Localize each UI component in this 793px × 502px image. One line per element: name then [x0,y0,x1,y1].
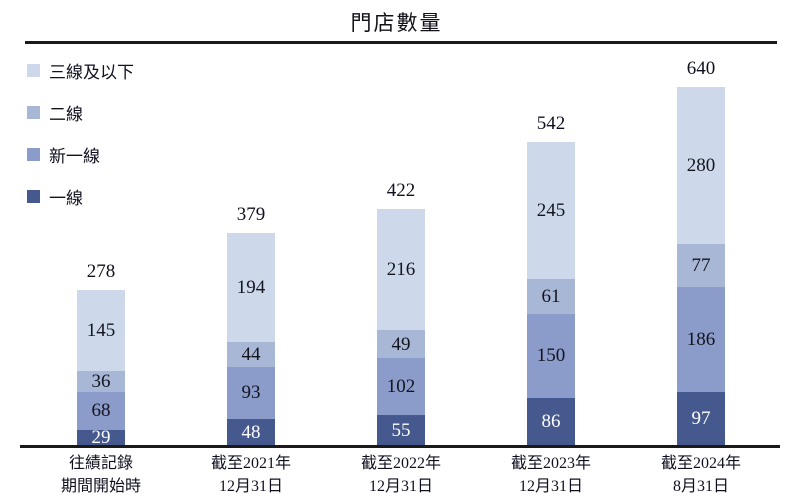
x-axis-line [20,445,780,448]
segment-value: 44 [241,344,261,366]
segment-value: 102 [386,376,416,398]
segment-一線: 48 [227,419,275,446]
segment-三線及以下: 145 [77,290,125,372]
x-axis-label: 往績記錄 期間開始時 [26,452,176,498]
segment-二線: 44 [227,342,275,367]
bar-1: 145 36 68 29 [77,290,125,449]
total-label: 278 [86,261,116,283]
top-rule [25,41,777,44]
segment-一線: 86 [527,397,575,446]
x-axis-label: 截至2022年 12月31日 [326,452,476,498]
x-axis-label-line: 12月31日 [368,478,433,495]
bar-3: 216 49 102 55 [377,209,425,446]
x-axis-label-line: 12月31日 [218,478,283,495]
x-axis-label: 截至2021年 12月31日 [176,452,326,498]
x-axis-label-line: 期間開始時 [60,478,141,495]
bar-4: 245 61 150 86 [527,141,575,446]
bar-2: 194 44 93 48 [227,233,275,446]
legend-item-一線: 一線 [27,175,134,217]
total-label: 640 [686,57,716,79]
legend-item-新一線: 新一線 [27,133,134,175]
x-axis-label: 截至2024年 8月31日 [626,452,776,498]
legend-item-三線及以下: 三線及以下 [27,49,134,91]
segment-一線: 55 [377,415,425,446]
segment-value: 145 [86,320,116,342]
legend-label: 二線 [49,104,83,124]
segment-三線及以下: 194 [227,233,275,343]
segment-新一線: 186 [677,287,725,392]
legend-label: 三線及以下 [49,62,134,82]
segment-一線: 97 [677,391,725,446]
legend-swatch [27,189,40,203]
legend-label: 新一線 [49,146,100,166]
x-axis-label-line: 截至2023年 [510,455,591,472]
segment-三線及以下: 280 [677,86,725,245]
segment-value: 55 [391,420,411,442]
x-axis-label-line: 8月31日 [672,478,729,495]
segment-value: 86 [541,411,561,433]
legend-label: 一線 [49,188,83,208]
segment-三線及以下: 245 [527,141,575,280]
segment-二線: 61 [527,279,575,314]
segment-二線: 49 [377,330,425,358]
segment-新一線: 102 [377,357,425,416]
segment-value: 93 [241,382,261,404]
total-label: 379 [236,204,266,226]
x-axis-label-line: 12月31日 [518,478,583,495]
total-label: 422 [386,180,416,202]
segment-一線: 29 [77,427,125,449]
segment-value: 216 [386,259,416,281]
segment-value: 280 [686,155,716,176]
segment-value: 77 [691,255,711,277]
segment-二線: 36 [77,370,125,392]
x-axis-label-line: 往績記錄 [68,455,133,472]
segment-新一線: 150 [527,313,575,398]
segment-value: 97 [691,408,711,430]
segment-value: 61 [541,286,561,307]
segment-value: 36 [91,370,111,392]
bar-5: 280 77 186 97 [677,86,725,446]
segment-新一線: 93 [227,366,275,420]
segment-value: 49 [391,333,411,355]
x-axis-label-line: 截至2024年 [660,455,741,472]
segment-三線及以下: 216 [377,209,425,331]
x-axis-label: 截至2023年 12月31日 [476,452,626,498]
x-axis-label-line: 截至2022年 [360,455,441,472]
legend-swatch [27,147,40,161]
legend-item-二線: 二線 [27,91,134,133]
segment-value: 68 [91,400,111,422]
segment-value: 186 [686,328,716,350]
legend-swatch [27,105,40,119]
legend-swatch [27,63,40,77]
legend: 三線及以下二線新一線一線 [27,49,134,217]
segment-二線: 77 [677,244,725,288]
x-axis-label-line: 截至2021年 [210,455,291,472]
segment-value: 194 [236,277,266,299]
segment-新一線: 68 [77,391,125,430]
segment-value: 29 [91,427,111,449]
segment-value: 150 [536,345,566,367]
chart-title: 門店數量 [350,11,443,35]
total-label: 542 [536,112,566,134]
segment-value: 48 [241,422,261,444]
segment-value: 245 [536,200,566,222]
